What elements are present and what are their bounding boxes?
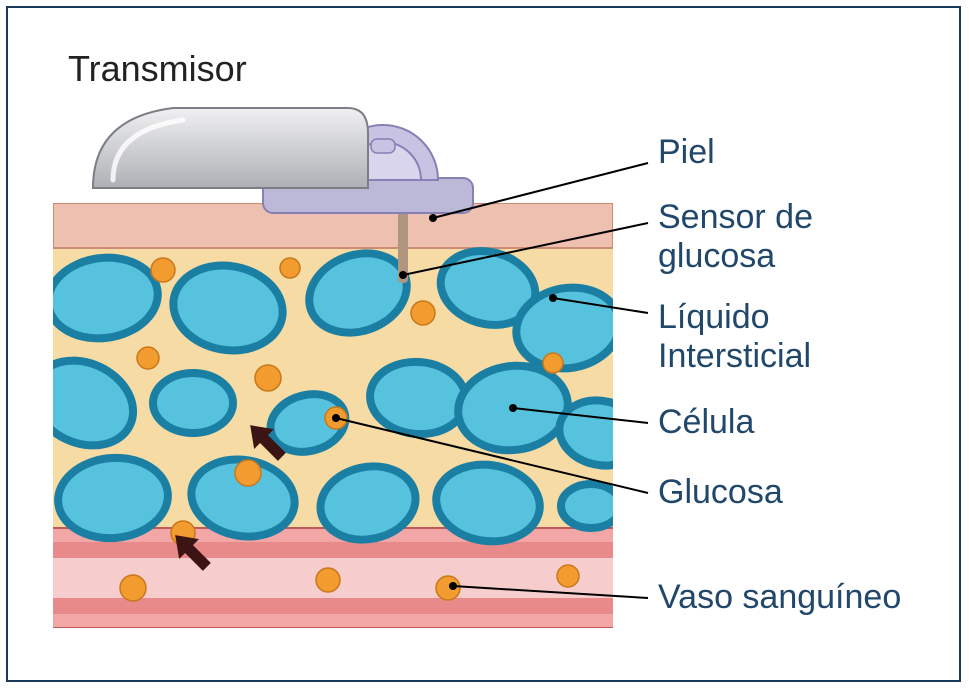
diagram-container: Transmisor Piel Sensor de glucosa Líquid… <box>6 6 961 682</box>
label-celula: Célula <box>658 403 754 442</box>
label-piel: Piel <box>658 133 715 172</box>
label-sensor: Sensor de glucosa <box>658 198 813 276</box>
label-transmisor: Transmisor <box>68 48 247 89</box>
label-glucosa: Glucosa <box>658 473 783 512</box>
label-liquido: Líquido Intersticial <box>658 298 811 376</box>
label-vaso: Vaso sanguíneo <box>658 578 901 617</box>
